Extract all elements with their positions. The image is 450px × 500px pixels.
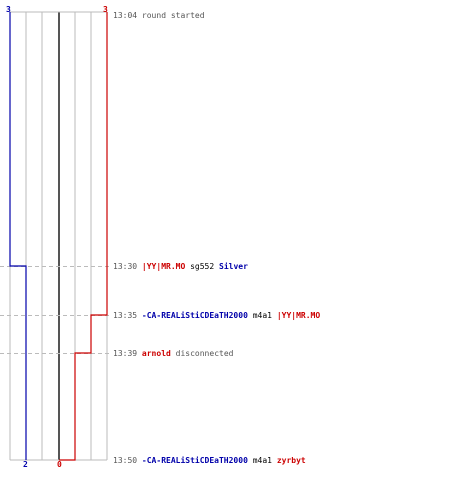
event-time: 13:39	[113, 349, 138, 358]
victim-name: |YY|MR.MO	[276, 311, 321, 320]
event-guide-lines	[0, 266, 110, 354]
event-round-started: 13:04 round started	[113, 11, 205, 21]
victim-name: Silver	[219, 262, 248, 271]
event-time: 13:30	[113, 262, 138, 271]
player-name: arnold	[141, 349, 171, 358]
weapon-name: m4a1	[252, 456, 272, 465]
event-kill: 13:35 -CA-REALiStiCDEaTH2000 m4a1 |YY|MR…	[113, 311, 320, 321]
blue-end-score: 2	[23, 460, 28, 469]
event-disconnect: 13:39 arnold disconnected	[113, 349, 233, 359]
red-team-line	[59, 12, 108, 461]
weapon-name: m4a1	[252, 311, 272, 320]
killer-name: -CA-REALiStiCDEaTH2000	[141, 311, 248, 320]
blue-start-score: 3	[6, 5, 11, 14]
event-kill: 13:30 |YY|MR.MO sg552 Silver	[113, 262, 248, 272]
column-grid	[9, 11, 108, 461]
red-start-score: 3	[103, 5, 108, 14]
killer-name: |YY|MR.MO	[141, 262, 186, 271]
weapon-name: sg552	[190, 262, 215, 271]
event-message: round started	[141, 11, 205, 20]
event-message: disconnected	[175, 349, 234, 358]
event-kill: 13:50 -CA-REALiStiCDEaTH2000 m4a1 zyrbyt	[113, 456, 306, 466]
blue-team-line	[9, 12, 27, 460]
event-time: 13:04	[113, 11, 138, 20]
event-time: 13:35	[113, 311, 138, 320]
red-end-score: 0	[57, 460, 62, 469]
killer-name: -CA-REALiStiCDEaTH2000	[141, 456, 248, 465]
event-time: 13:50	[113, 456, 138, 465]
victim-name: zyrbyt	[276, 456, 306, 465]
